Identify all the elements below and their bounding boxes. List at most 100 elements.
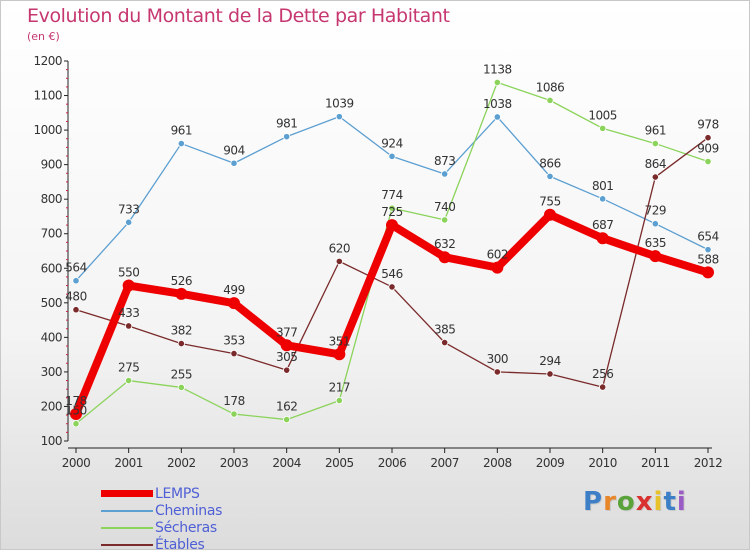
x-tick-label: 2012 — [694, 456, 723, 470]
data-label-cheminas: 564 — [65, 261, 86, 275]
data-label-cheminas: 866 — [539, 156, 560, 170]
y-tick-label: 600 — [41, 261, 62, 275]
logo-letter: o — [616, 487, 636, 517]
data-point-etables — [651, 173, 659, 181]
data-label-lemps: 588 — [697, 252, 718, 266]
y-tick-label: 1100 — [33, 89, 62, 103]
legend-label-etables: Étables — [155, 536, 205, 553]
data-label-lemps: 725 — [381, 205, 402, 219]
x-tick-label: 2009 — [536, 456, 565, 470]
data-label-etables: 300 — [487, 352, 508, 366]
data-point-lemps — [228, 297, 240, 310]
data-point-cheminas — [125, 218, 133, 226]
data-label-secheras: 774 — [381, 188, 402, 202]
data-point-lemps — [438, 251, 451, 264]
data-point-cheminas — [177, 139, 185, 148]
legend-label-secheras: Sécheras — [155, 519, 217, 536]
data-point-etables — [72, 306, 80, 314]
data-label-secheras: 275 — [118, 361, 139, 375]
chart-subtitle: (en €) — [27, 30, 60, 43]
x-tick-label: 2005 — [325, 456, 354, 470]
data-label-secheras: 255 — [171, 367, 192, 381]
x-tick-label: 2002 — [167, 456, 196, 470]
x-tick-label: 2006 — [378, 456, 407, 470]
data-label-etables: 294 — [539, 354, 560, 368]
data-point-cheminas — [546, 172, 554, 180]
y-tick-label: 900 — [41, 158, 62, 172]
data-label-secheras: 162 — [276, 400, 297, 414]
data-point-etables — [335, 257, 343, 265]
data-label-etables: 433 — [118, 306, 139, 320]
legend-item-etables: Étables — [101, 536, 222, 553]
data-label-etables: 546 — [381, 267, 402, 281]
data-label-etables: 382 — [171, 324, 192, 338]
y-tick-label: 200 — [41, 399, 62, 413]
data-label-etables: 385 — [434, 323, 455, 337]
data-label-secheras: 1005 — [588, 108, 617, 122]
data-point-lemps — [333, 348, 346, 361]
data-label-etables: 353 — [223, 334, 244, 348]
y-tick-label: 1000 — [33, 123, 62, 137]
data-label-secheras: 150 — [65, 404, 86, 418]
y-tick-label: 300 — [41, 365, 62, 379]
logo-letter: i — [653, 487, 664, 517]
data-point-lemps — [175, 287, 188, 300]
data-point-secheras — [546, 96, 554, 104]
data-label-lemps: 687 — [592, 218, 613, 232]
data-point-lemps — [280, 339, 293, 352]
data-point-secheras — [177, 383, 185, 392]
data-point-etables — [388, 283, 396, 291]
data-point-etables — [546, 370, 554, 378]
data-label-lemps: 178 — [65, 394, 86, 408]
data-label-etables: 620 — [329, 241, 350, 255]
data-point-secheras — [335, 396, 343, 405]
legend-swatch-etables — [101, 543, 153, 546]
data-point-lemps — [596, 232, 609, 245]
data-point-lemps — [702, 266, 714, 279]
data-label-lemps: 499 — [223, 283, 244, 297]
data-point-secheras — [493, 78, 501, 87]
data-label-secheras: 178 — [223, 394, 244, 408]
data-point-etables — [230, 349, 238, 358]
legend-label-lemps: LEMPS — [155, 485, 200, 502]
chart-legend: LEMPS Cheminas Sécheras Étables — [101, 485, 222, 553]
data-point-secheras — [651, 139, 659, 148]
data-point-etables — [125, 322, 133, 330]
data-label-lemps: 550 — [118, 266, 139, 280]
data-label-secheras: 1086 — [536, 80, 565, 94]
legend-label-cheminas: Cheminas — [155, 502, 223, 519]
data-label-etables: 480 — [65, 290, 86, 304]
legend-swatch-lemps — [101, 490, 153, 497]
legend-item-secheras: Sécheras — [101, 519, 222, 536]
data-point-secheras — [388, 204, 396, 212]
x-tick-label: 2010 — [588, 456, 617, 470]
data-label-secheras: 740 — [434, 200, 455, 214]
data-label-cheminas: 1038 — [483, 97, 512, 111]
data-point-lemps — [649, 250, 662, 263]
legend-item-cheminas: Cheminas — [101, 502, 222, 519]
data-label-secheras: 217 — [329, 381, 350, 395]
x-tick-label: 2008 — [483, 456, 512, 470]
data-point-cheminas — [493, 113, 501, 121]
data-point-cheminas — [72, 277, 80, 285]
data-label-lemps: 632 — [434, 237, 455, 251]
data-point-secheras — [125, 376, 133, 385]
data-label-secheras: 1138 — [483, 62, 512, 76]
data-point-etables — [599, 383, 607, 391]
data-label-lemps: 351 — [329, 334, 350, 348]
data-label-cheminas: 729 — [645, 204, 666, 218]
data-label-etables: 864 — [645, 157, 666, 171]
data-point-cheminas — [335, 113, 343, 121]
data-point-lemps — [386, 219, 398, 232]
data-point-cheminas — [441, 170, 449, 178]
data-point-cheminas — [704, 246, 712, 254]
legend-swatch-secheras — [101, 526, 153, 529]
legend-item-lemps: LEMPS — [101, 485, 222, 502]
logo-letter: r — [603, 487, 617, 517]
data-point-lemps — [544, 208, 556, 221]
data-point-secheras — [283, 415, 291, 424]
data-point-etables — [441, 338, 449, 347]
data-label-lemps: 377 — [276, 325, 297, 339]
data-point-secheras — [72, 420, 80, 428]
